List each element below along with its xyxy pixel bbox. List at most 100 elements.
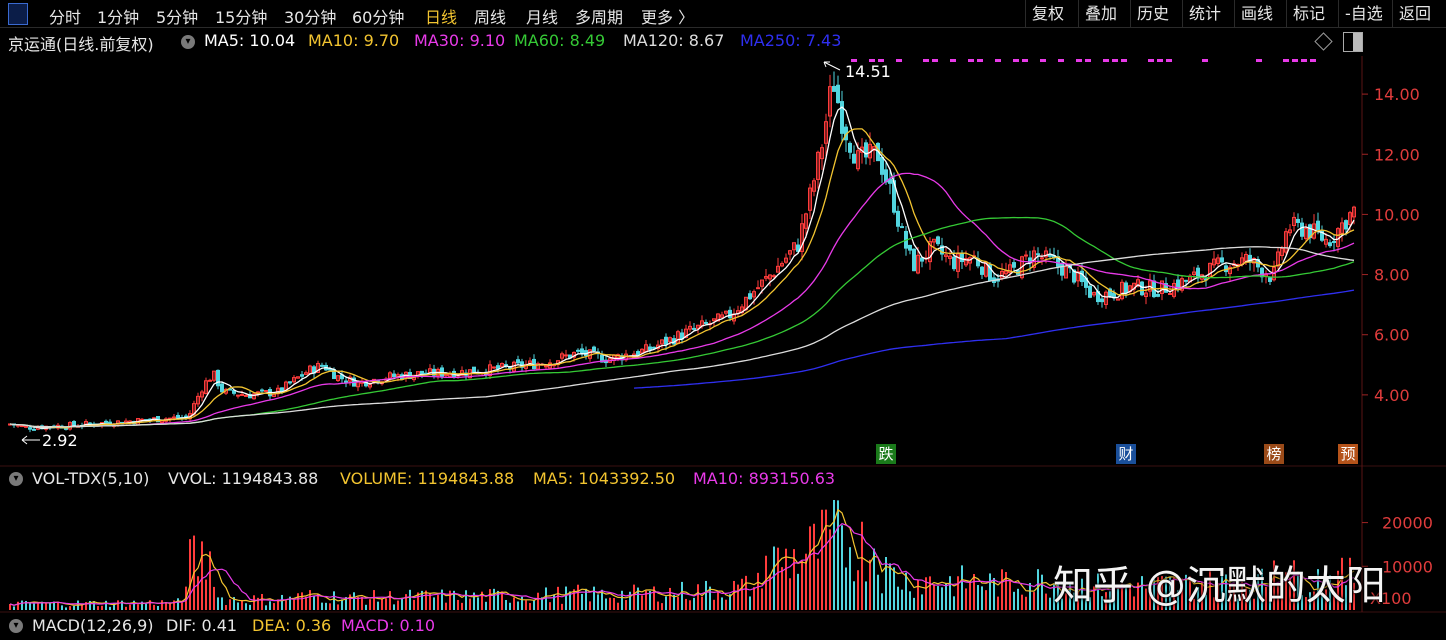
volume-bars [9, 499, 1355, 610]
volume-bar [509, 602, 511, 610]
volume-bar [505, 599, 507, 610]
signal-dot [923, 59, 929, 62]
period-tab-1[interactable]: 1分钟 [97, 8, 140, 27]
volume-bar [721, 597, 723, 610]
candle-body [1216, 257, 1220, 264]
volume-bar [229, 599, 231, 610]
toolbar-button-5[interactable]: 标记 [1286, 0, 1331, 27]
volume-bar [945, 583, 947, 610]
volume-bar [381, 598, 383, 610]
toolbar-button-3[interactable]: 统计 [1182, 0, 1227, 27]
toolbar-button-6[interactable]: -自选 [1338, 0, 1389, 27]
toolbar-button-7[interactable]: 返回 [1392, 0, 1437, 27]
volume-bar [853, 581, 855, 610]
period-tab-7[interactable]: 周线 [474, 8, 507, 27]
macd-settings-icon[interactable]: ▾ [9, 619, 23, 633]
period-tab-9[interactable]: 多周期 [575, 8, 624, 27]
volume-bar [525, 600, 527, 610]
event-marker-0[interactable]: 跌 [876, 444, 896, 464]
panel-toggle-icon[interactable] [1343, 32, 1363, 52]
volume-unit-label: X100 [1370, 589, 1412, 608]
candle-body [328, 368, 332, 371]
period-tab-4[interactable]: 30分钟 [284, 8, 337, 27]
period-tab-10[interactable]: 更多 〉 [641, 8, 695, 27]
period-tab-3[interactable]: 15分钟 [215, 8, 268, 27]
period-tab-6[interactable]: 日线 [425, 8, 458, 27]
period-tab-8[interactable]: 月线 [526, 8, 559, 27]
candle-body [908, 244, 912, 251]
volume-bar [469, 598, 471, 610]
volume-bar [573, 589, 575, 610]
volume-bar [37, 603, 39, 610]
candle-body [704, 321, 708, 324]
volume-bar [961, 565, 963, 610]
volume-bar [457, 599, 459, 610]
ma-legend-item-3: MA60: 8.49 [514, 31, 606, 50]
volume-bar [109, 606, 111, 610]
volume-bar [97, 606, 99, 610]
volume-bar [1273, 560, 1275, 610]
candle-body [488, 364, 492, 377]
volume-bar [261, 593, 263, 610]
volume-bar [145, 603, 147, 610]
candle-body [1008, 264, 1012, 274]
candle-body [724, 310, 728, 314]
volume-bar [1137, 582, 1139, 610]
volume-bar [529, 603, 531, 610]
volume-bar [1305, 597, 1307, 610]
volume-bar [333, 591, 335, 610]
volume-bar [593, 586, 595, 610]
candle-body [828, 86, 832, 117]
ma-line [9, 216, 1355, 428]
volume-bar [1001, 569, 1003, 610]
ma-legend-item-2: MA30: 9.10 [414, 31, 506, 50]
volume-bar [565, 586, 567, 610]
candle-body [1048, 254, 1052, 257]
candle-body [756, 287, 760, 290]
signal-dot [977, 59, 983, 62]
volume-bar [601, 589, 603, 610]
volume-settings-icon[interactable]: ▾ [9, 472, 23, 486]
volume-bar [657, 601, 659, 610]
period-tab-5[interactable]: 60分钟 [352, 8, 405, 27]
period-tab-0[interactable]: 分时 [49, 8, 82, 27]
toolbar-button-2[interactable]: 历史 [1130, 0, 1175, 27]
candle-body [1044, 250, 1048, 258]
event-marker-3[interactable]: 预 [1338, 444, 1358, 464]
price-tick-label: 6.00 [1374, 326, 1410, 345]
settings-dropdown-icon[interactable]: ▾ [181, 35, 195, 49]
volume-bar [953, 596, 955, 610]
volume-bar [1189, 576, 1191, 610]
volume-bar [621, 590, 623, 610]
top-toolbar: 分时 1分钟 5分钟 15分钟 30分钟 60分钟 日线 周线 月线 多周期 更多 〉 复权 叠加 历史… [0, 0, 1446, 28]
toolbar-button-0[interactable]: 复权 [1025, 0, 1070, 27]
volume-bar [81, 604, 83, 610]
volume-ma-line [9, 523, 1355, 606]
volume-bar [589, 601, 591, 610]
volume-bar [765, 555, 767, 610]
candle-body [196, 395, 200, 405]
candle-body [1220, 257, 1224, 263]
candle-body [720, 314, 724, 318]
toolbar-button-1[interactable]: 叠加 [1078, 0, 1123, 27]
volume-bar [1233, 583, 1235, 610]
volume-bar [585, 588, 587, 610]
volume-bar [793, 549, 795, 610]
volume-bar [861, 521, 863, 610]
toolbar-button-4[interactable]: 画线 [1234, 0, 1279, 27]
volume-axis: 20000 10000 X100 [1362, 514, 1433, 608]
volume-bar [1237, 598, 1239, 610]
volume-bar [341, 599, 343, 610]
signal-dot [851, 59, 857, 62]
event-marker-2[interactable]: 榜 [1264, 444, 1284, 464]
ma-line [633, 289, 1355, 389]
signal-dot [1301, 59, 1307, 62]
volume-bar [537, 592, 539, 610]
period-tab-2[interactable]: 5分钟 [156, 8, 199, 27]
candle-body [1160, 280, 1164, 295]
volume-bar [745, 575, 747, 610]
app-logo-icon[interactable] [8, 3, 28, 25]
volume-bar [85, 602, 87, 610]
event-marker-1[interactable]: 财 [1116, 444, 1136, 464]
